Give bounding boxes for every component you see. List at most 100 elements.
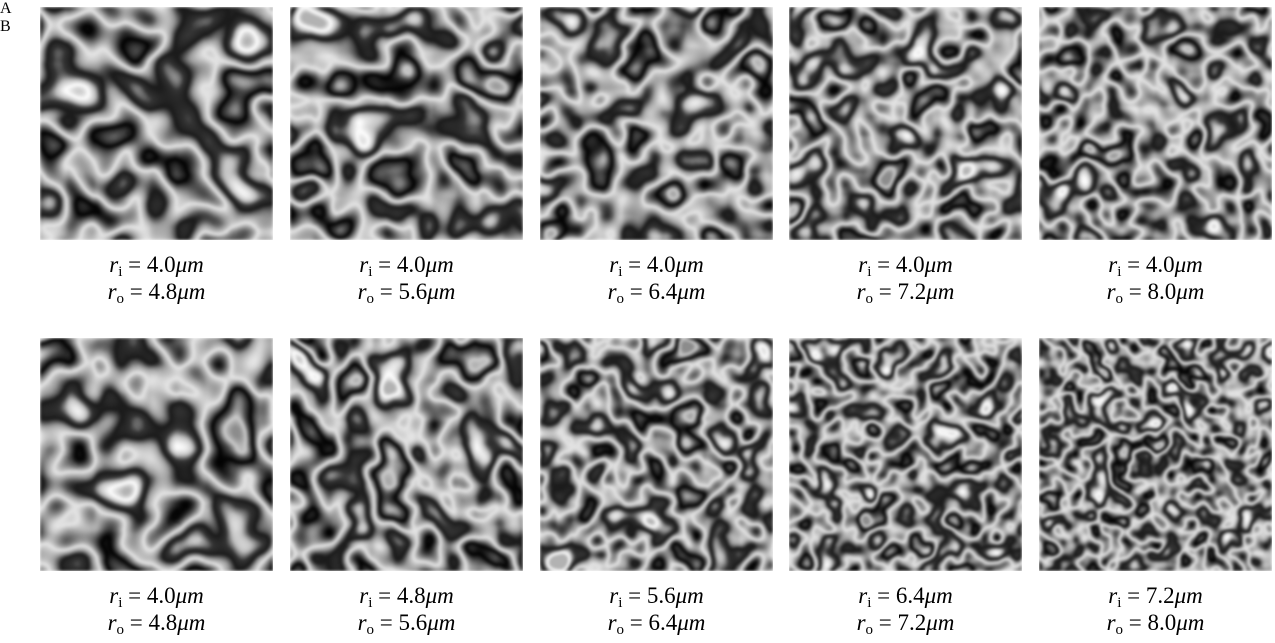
caption-line: ro = 4.8μm — [40, 609, 273, 638]
speckle-texture — [290, 338, 523, 571]
variable: r — [1106, 279, 1116, 304]
unit: μm — [675, 583, 704, 608]
subscript: o — [116, 291, 125, 307]
variable: r — [357, 279, 367, 304]
subscript: i — [867, 595, 872, 611]
value: = 7.2 — [1127, 583, 1175, 608]
variable: r — [1108, 583, 1118, 608]
unit: μm — [177, 610, 206, 635]
value: = 6.4 — [629, 279, 678, 304]
caption-line: ri = 4.0μm — [540, 251, 773, 280]
speckle-texture — [789, 338, 1022, 571]
speckle-image — [540, 338, 773, 571]
caption: ri = 7.2μm ro = 8.0μm — [1039, 582, 1272, 638]
value: = 6.4 — [629, 610, 678, 635]
speckle-image — [290, 338, 523, 571]
variable: r — [107, 279, 117, 304]
speckle-image — [1039, 338, 1272, 571]
speckle-texture — [290, 7, 523, 240]
caption-line: ri = 4.0μm — [40, 251, 273, 280]
unit: μm — [924, 583, 953, 608]
speckle-image — [789, 338, 1022, 571]
caption-line: ri = 6.4μm — [789, 582, 1022, 611]
variable: r — [858, 252, 868, 277]
caption: ri = 4.0μm ro = 4.8μm — [40, 251, 273, 307]
caption-line: ro = 5.6μm — [290, 278, 523, 307]
variable: r — [856, 610, 866, 635]
speckle-texture — [540, 7, 773, 240]
subscript: i — [618, 595, 623, 611]
unit: μm — [1174, 252, 1203, 277]
value: = 4.0 — [378, 252, 426, 277]
subscript: i — [618, 264, 623, 280]
caption: ri = 4.0μm ro = 8.0μm — [1039, 251, 1272, 307]
caption-line: ro = 7.2μm — [789, 278, 1022, 307]
unit: μm — [677, 279, 706, 304]
value: = 4.8 — [129, 610, 178, 635]
variable: r — [858, 583, 868, 608]
caption-line: ro = 8.0μm — [1039, 609, 1272, 638]
caption-line: ri = 4.0μm — [789, 251, 1022, 280]
speckle-image — [789, 7, 1022, 240]
caption-line: ro = 6.4μm — [540, 278, 773, 307]
caption-line: ro = 7.2μm — [789, 609, 1022, 638]
variable: r — [359, 252, 369, 277]
speckle-image — [40, 338, 273, 571]
value: = 8.0 — [1128, 610, 1177, 635]
caption-line: ri = 4.0μm — [290, 251, 523, 280]
caption-line: ri = 7.2μm — [1039, 582, 1272, 611]
variable: r — [609, 583, 619, 608]
speckle-texture — [40, 338, 273, 571]
value: = 7.2 — [878, 279, 927, 304]
value: = 6.4 — [877, 583, 925, 608]
variable: r — [359, 583, 369, 608]
subscript: o — [1115, 291, 1124, 307]
subscript: o — [616, 291, 625, 307]
speckle-image — [1039, 7, 1272, 240]
caption-line: ri = 4.0μm — [40, 582, 273, 611]
speckle-texture — [1039, 338, 1272, 571]
value: = 4.0 — [128, 252, 176, 277]
variable: r — [607, 279, 617, 304]
variable: r — [357, 610, 367, 635]
variable: r — [109, 252, 119, 277]
caption-line: ri = 4.0μm — [1039, 251, 1272, 280]
variable: r — [609, 252, 619, 277]
subscript: o — [366, 291, 375, 307]
value: = 8.0 — [1128, 279, 1177, 304]
caption: ri = 4.8μm ro = 5.6μm — [290, 582, 523, 638]
speckle-texture — [1039, 7, 1272, 240]
unit: μm — [677, 610, 706, 635]
subscript: o — [116, 622, 125, 638]
subscript: i — [368, 595, 373, 611]
subscript: o — [366, 622, 375, 638]
caption-line: ro = 6.4μm — [540, 609, 773, 638]
unit: μm — [175, 252, 204, 277]
variable: r — [109, 583, 119, 608]
unit: μm — [427, 610, 456, 635]
unit: μm — [177, 279, 206, 304]
caption-line: ri = 4.8μm — [290, 582, 523, 611]
unit: μm — [924, 252, 953, 277]
variable: r — [107, 610, 117, 635]
value: = 4.8 — [378, 583, 426, 608]
speckle-image — [540, 7, 773, 240]
variable: r — [607, 610, 617, 635]
caption: ri = 4.0μm ro = 7.2μm — [789, 251, 1022, 307]
unit: μm — [425, 583, 454, 608]
speckle-texture — [789, 7, 1022, 240]
unit: μm — [675, 252, 704, 277]
caption-line: ro = 5.6μm — [290, 609, 523, 638]
value: = 4.0 — [1127, 252, 1175, 277]
unit: μm — [926, 279, 955, 304]
value: = 4.0 — [628, 252, 676, 277]
caption: ri = 4.0μm ro = 6.4μm — [540, 251, 773, 307]
caption: ri = 5.6μm ro = 6.4μm — [540, 582, 773, 638]
speckle-image — [290, 7, 523, 240]
unit: μm — [1176, 279, 1205, 304]
unit: μm — [1174, 583, 1203, 608]
value: = 5.6 — [379, 279, 428, 304]
row-label: A — [0, 0, 12, 17]
value: = 5.6 — [379, 610, 428, 635]
variable: r — [1108, 252, 1118, 277]
